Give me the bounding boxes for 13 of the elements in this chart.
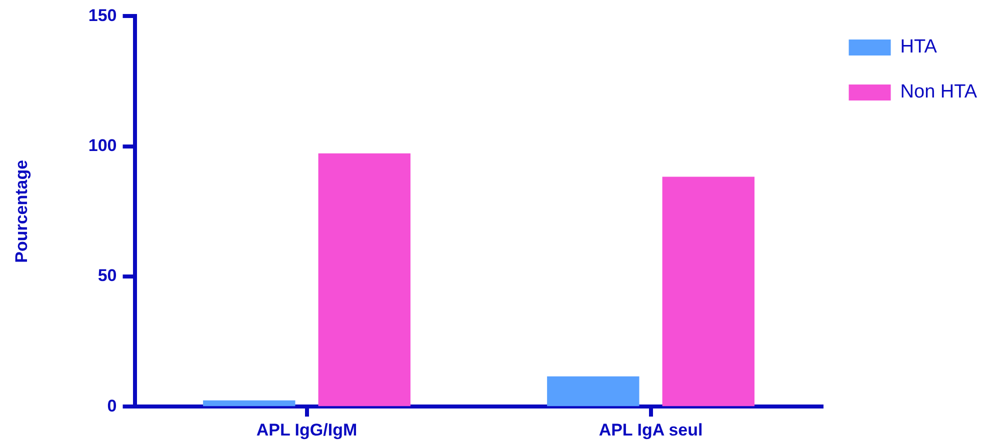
y-tick-label: 50 bbox=[98, 266, 117, 286]
legend-label: HTA bbox=[900, 36, 938, 58]
x-tick-label: APL IgA seul bbox=[598, 420, 703, 440]
bar bbox=[318, 153, 410, 406]
bar bbox=[662, 176, 754, 406]
x-tick-label: APL IgG/IgM bbox=[256, 420, 358, 440]
legend-label: Non HTA bbox=[900, 82, 978, 103]
bar bbox=[547, 376, 640, 406]
y-tick-label: 150 bbox=[88, 6, 117, 25]
y-axis-title: Pourcentage bbox=[12, 160, 31, 263]
y-tick-label: 0 bbox=[107, 396, 117, 416]
bar bbox=[203, 400, 296, 406]
y-tick-label: 100 bbox=[88, 136, 117, 156]
